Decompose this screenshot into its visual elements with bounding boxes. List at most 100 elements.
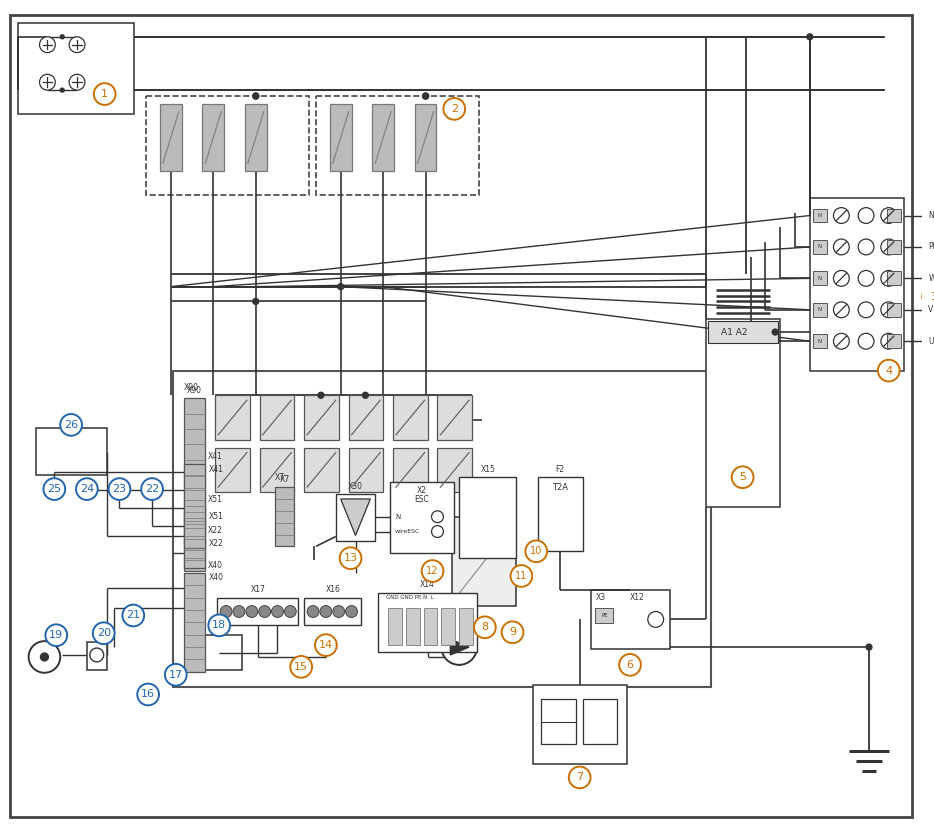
Text: N: N (817, 213, 822, 218)
Bar (810, 198, 903, 370)
Bar (316, 96, 479, 195)
Bar (886, 209, 900, 222)
Text: V: V (928, 305, 933, 314)
Circle shape (648, 612, 664, 627)
Bar (583, 700, 617, 744)
Circle shape (165, 664, 187, 686)
Bar (886, 271, 900, 285)
Bar (348, 395, 383, 439)
Bar (35, 428, 106, 475)
Circle shape (866, 644, 872, 650)
Circle shape (858, 208, 874, 224)
Text: X22: X22 (208, 539, 223, 548)
Bar (215, 395, 249, 439)
Text: 23: 23 (112, 484, 126, 494)
Text: 12: 12 (426, 566, 439, 576)
Polygon shape (450, 639, 469, 655)
Bar (218, 597, 298, 626)
Circle shape (108, 478, 131, 500)
Bar (813, 271, 827, 285)
Text: 1: 1 (101, 89, 108, 99)
Text: N: N (395, 513, 401, 520)
Circle shape (246, 606, 258, 617)
Circle shape (619, 654, 641, 676)
Text: 2: 2 (451, 104, 458, 114)
Text: 21: 21 (126, 611, 140, 621)
Circle shape (881, 270, 897, 286)
Circle shape (421, 560, 444, 582)
Bar (393, 448, 428, 492)
Circle shape (253, 93, 259, 99)
Bar (184, 538, 205, 568)
Circle shape (881, 302, 897, 318)
Circle shape (858, 334, 874, 349)
Text: 5: 5 (739, 473, 746, 483)
Text: X41: X41 (207, 453, 222, 462)
Circle shape (253, 93, 259, 99)
Text: X51: X51 (207, 495, 222, 504)
Text: 11: 11 (516, 571, 528, 581)
Bar (330, 104, 351, 171)
Text: PE: PE (601, 613, 608, 618)
Text: 16: 16 (141, 690, 155, 700)
Circle shape (40, 653, 49, 661)
Circle shape (346, 606, 358, 617)
Circle shape (923, 285, 934, 307)
Circle shape (881, 239, 897, 255)
Text: 7: 7 (576, 772, 583, 782)
Text: N: N (928, 211, 934, 220)
Circle shape (320, 606, 332, 617)
Circle shape (44, 478, 65, 500)
Text: ESC: ESC (415, 495, 429, 504)
Text: X40: X40 (207, 561, 222, 570)
Bar (260, 448, 294, 492)
Circle shape (39, 37, 55, 52)
Text: X22: X22 (207, 527, 222, 536)
Circle shape (29, 641, 60, 673)
Text: X90: X90 (187, 386, 202, 395)
Text: 18: 18 (212, 621, 226, 631)
Circle shape (69, 37, 85, 52)
Circle shape (318, 393, 324, 399)
Bar (886, 334, 900, 348)
Circle shape (90, 648, 104, 662)
Text: X30: X30 (348, 482, 363, 491)
Bar (460, 478, 517, 558)
Text: X17: X17 (250, 585, 265, 594)
Circle shape (272, 606, 283, 617)
Text: X15: X15 (480, 465, 495, 474)
Bar (442, 607, 455, 645)
Text: T2A: T2A (552, 483, 568, 492)
Text: N: N (817, 307, 822, 312)
Text: X51: X51 (208, 513, 223, 521)
Circle shape (76, 478, 98, 500)
Circle shape (444, 98, 465, 120)
Bar (184, 399, 205, 537)
Circle shape (122, 605, 144, 626)
Text: 19: 19 (50, 630, 64, 641)
Bar (245, 104, 266, 171)
Bar (813, 334, 827, 348)
Text: 9: 9 (509, 627, 517, 637)
Text: wireESC: wireESC (395, 529, 420, 534)
Circle shape (881, 208, 897, 224)
Bar (541, 700, 575, 744)
Bar (389, 607, 402, 645)
Bar (886, 240, 900, 254)
Text: X41: X41 (208, 465, 223, 474)
Text: N: N (817, 276, 822, 281)
Bar (197, 635, 242, 670)
Bar (160, 104, 182, 171)
Text: 14: 14 (318, 640, 333, 650)
Text: 6: 6 (627, 660, 633, 670)
Circle shape (432, 511, 444, 522)
Circle shape (511, 565, 532, 587)
Text: X3: X3 (596, 593, 605, 602)
Circle shape (338, 284, 344, 290)
Circle shape (881, 334, 897, 349)
Text: 8: 8 (481, 622, 488, 632)
Bar (533, 685, 627, 764)
Bar (460, 607, 473, 645)
Circle shape (60, 88, 64, 92)
Text: X7: X7 (275, 473, 285, 483)
